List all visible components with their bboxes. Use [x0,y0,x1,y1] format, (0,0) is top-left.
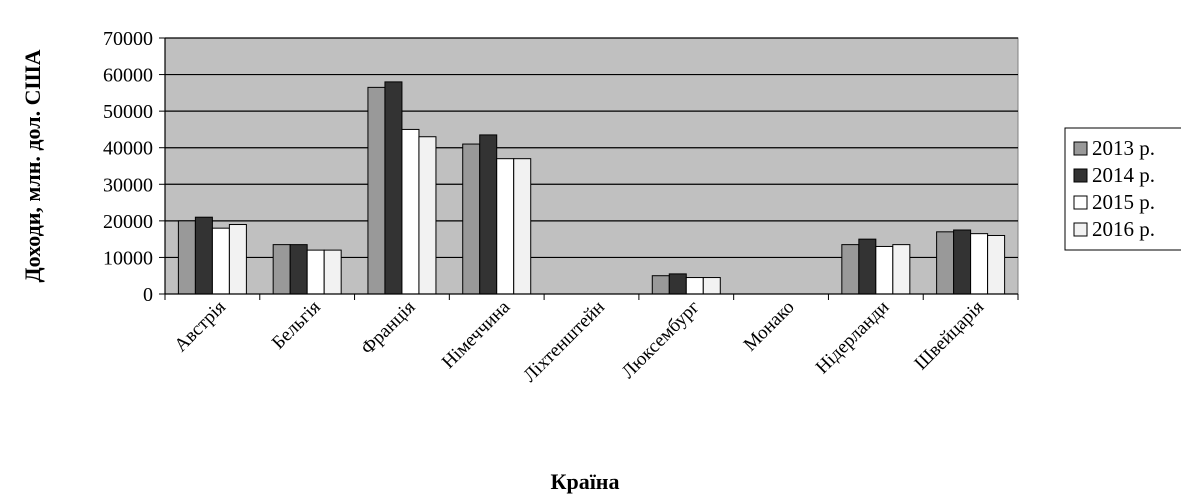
bar [323,249,342,295]
x-tick-label: Австрія [170,297,230,357]
y-tick-label: 50000 [103,101,153,123]
legend-label: 2016 р. [1092,217,1155,241]
bar [401,128,420,295]
bar [858,238,877,295]
legend-swatch [1073,141,1088,156]
bar [211,227,230,295]
x-tick-label: Ліхтенштейн [519,297,609,387]
bar [651,275,670,295]
bar [384,81,403,295]
y-tick-labels: 0 10000 20000 30000 40000 50000 60000 70000 [103,28,153,306]
x-axis-title: Країна [551,469,620,494]
bar [970,233,989,295]
y-tick-label: 20000 [103,211,153,233]
x-tick-label: Бельгія [268,297,325,354]
x-tick-label: Монако [740,297,799,356]
bar [936,231,955,295]
bar [987,234,1006,295]
bars [177,81,1006,295]
y-axis-title: Доходи, млн. дол. США [20,49,45,282]
bar [306,249,325,295]
bar [841,244,860,295]
bar [177,220,196,295]
bar [228,224,247,295]
bar [418,136,437,295]
bar [289,244,308,295]
bar [702,277,721,295]
bar [892,244,911,295]
bar [685,277,704,295]
legend-swatch [1073,195,1088,210]
bar [875,245,894,295]
x-tick-label: Люксембург [618,297,704,383]
bar [272,244,291,295]
bar [462,143,481,295]
x-tick-label: Нідерланди [812,297,894,379]
y-tick-label: 30000 [103,174,153,196]
bar [496,158,515,295]
y-tick-label: 60000 [103,65,153,87]
legend-swatch [1073,168,1088,183]
bar [513,158,532,295]
x-tick-labels: Австрія Бельгія Франція Німеччина Ліхтенштей… [170,296,988,386]
y-tick-label: 40000 [103,138,153,160]
y-tick-label: 0 [143,284,153,306]
legend-label: 2014 р. [1092,163,1155,187]
legend-label: 2013 р. [1092,136,1155,160]
legend: 2013 р. 2014 р. 2015 р. 2016 р. [1064,127,1181,251]
x-tick-label: Швейцарія [911,297,989,375]
bar [367,86,386,295]
legend-swatch [1073,222,1088,237]
x-tick-label: Франція [357,297,420,360]
y-tick-label: 10000 [103,247,153,269]
bar [194,216,213,295]
y-tick-label: 70000 [103,28,153,50]
bar [479,134,498,295]
axes [164,38,1019,300]
bar [953,229,972,295]
bar [668,273,687,295]
legend-label: 2015 р. [1092,190,1155,214]
x-tick-label: Німеччина [438,296,515,373]
